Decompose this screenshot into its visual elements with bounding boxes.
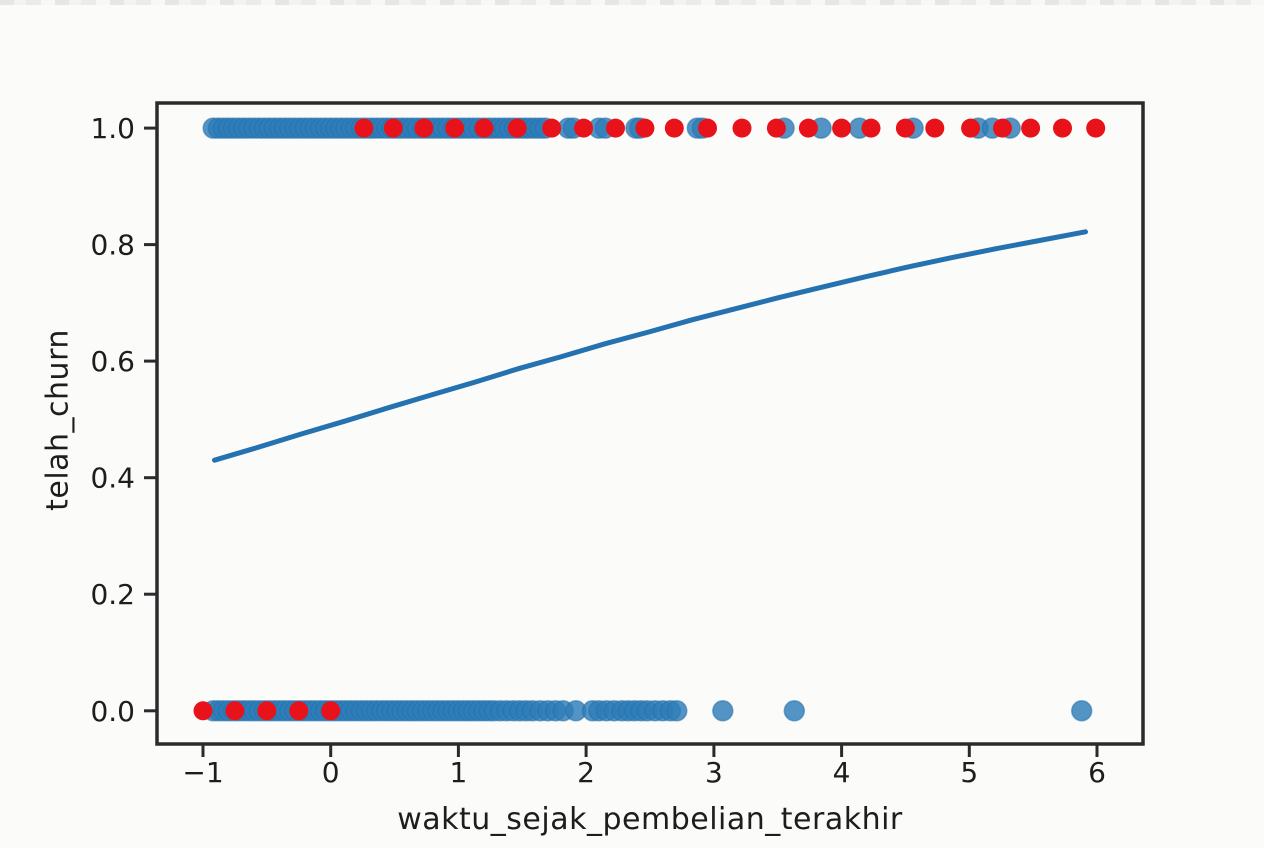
data-point-red — [445, 118, 465, 138]
data-point-blue — [1070, 700, 1093, 722]
y-tick-label: 0.8 — [90, 229, 135, 262]
data-point-red — [474, 118, 494, 138]
data-point-red — [383, 118, 403, 138]
data-point-red — [861, 118, 881, 138]
x-axis-label: waktu_sejak_pembelian_terakhir — [397, 802, 903, 837]
data-point-red — [961, 118, 981, 138]
data-point-red — [766, 118, 786, 138]
data-point-red — [507, 118, 527, 138]
y-tick-label: 0.2 — [90, 578, 135, 611]
data-point-blue — [783, 700, 806, 722]
data-point-red — [289, 701, 309, 721]
data-point-blue — [712, 700, 734, 722]
data-point-red — [257, 701, 277, 721]
data-point-red — [1053, 118, 1072, 138]
data-point-red — [732, 118, 752, 138]
x-tick-label: 4 — [833, 756, 851, 789]
y-tick-label: 0.6 — [90, 345, 135, 378]
regression-curve — [212, 229, 1088, 463]
data-point-red — [193, 701, 213, 721]
x-tick-label: 1 — [449, 756, 467, 789]
data-point-red — [321, 701, 341, 721]
data-point-red — [895, 118, 915, 138]
data-point-red — [925, 118, 945, 138]
y-tick-label: 0.0 — [90, 695, 135, 728]
jpeg-noise-artifact — [0, 0, 1264, 5]
data-point-red — [414, 118, 434, 138]
x-tick-label: 5 — [960, 756, 978, 789]
data-point-red — [574, 118, 594, 138]
data-point-red — [542, 118, 562, 138]
data-point-red — [225, 701, 245, 721]
data-point-red — [1086, 118, 1106, 138]
data-point-red — [664, 118, 684, 138]
y-tick-label: 0.4 — [90, 462, 135, 495]
data-point-red — [798, 118, 818, 138]
x-tick-label: −1 — [182, 756, 223, 789]
y-tick-label: 1.0 — [90, 112, 135, 145]
data-point-blue — [666, 700, 688, 722]
plot-frame — [155, 101, 1145, 746]
x-tick-label: 6 — [1088, 756, 1106, 789]
data-point-red — [354, 118, 374, 138]
data-point-red — [606, 118, 625, 138]
x-tick-label: 0 — [322, 756, 340, 789]
x-tick-label: 3 — [705, 756, 723, 789]
data-point-red — [635, 118, 655, 138]
data-point-red — [698, 118, 717, 138]
y-axis-label: telah_churn — [40, 329, 76, 511]
x-tick-label: 2 — [577, 756, 595, 789]
data-point-red — [993, 118, 1012, 138]
data-point-red — [832, 118, 852, 138]
data-point-red — [1021, 118, 1041, 138]
